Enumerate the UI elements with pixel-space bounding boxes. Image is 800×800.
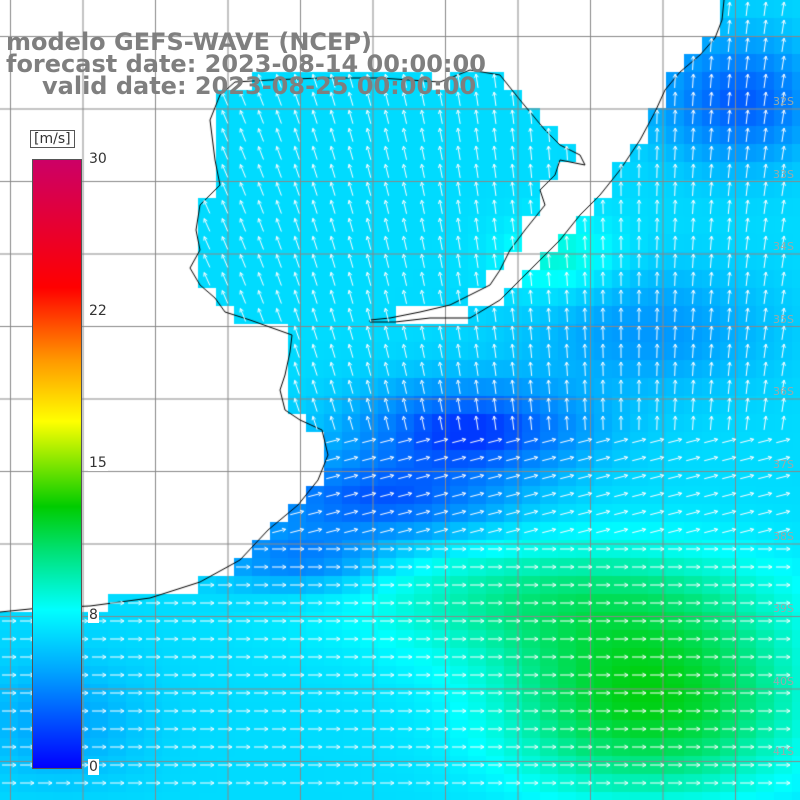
colorbar-tick-8: 8 [88, 607, 99, 623]
lat-label-33s: 33S [773, 168, 794, 181]
forecast-date-label: forecast date: 2023-08-14 00:00:00 [6, 50, 486, 78]
colorbar-tick-22: 22 [88, 303, 108, 319]
valid-date-label: valid date: 2023-08-25 00:00:00 [42, 72, 477, 100]
lat-label-38s: 38S [773, 530, 794, 543]
lat-label-40s: 40S [773, 675, 794, 688]
lat-label-35s: 35S [773, 313, 794, 326]
lat-label-37s: 37S [773, 458, 794, 471]
colorbar-tick-15: 15 [88, 455, 108, 471]
lat-label-41s: 41S [773, 745, 794, 758]
lat-label-36s: 36S [773, 385, 794, 398]
lat-label-32s: 32S [773, 95, 794, 108]
lat-label-34s: 34S [773, 240, 794, 253]
lat-label-39s: 39S [773, 602, 794, 615]
colorbar-tick-0: 0 [88, 759, 99, 775]
colorbar-unit: [m/s] [30, 130, 75, 148]
colorbar-tick-30: 30 [88, 151, 108, 167]
model-title: modelo GEFS-WAVE (NCEP) [6, 28, 372, 56]
colorbar [32, 159, 82, 769]
